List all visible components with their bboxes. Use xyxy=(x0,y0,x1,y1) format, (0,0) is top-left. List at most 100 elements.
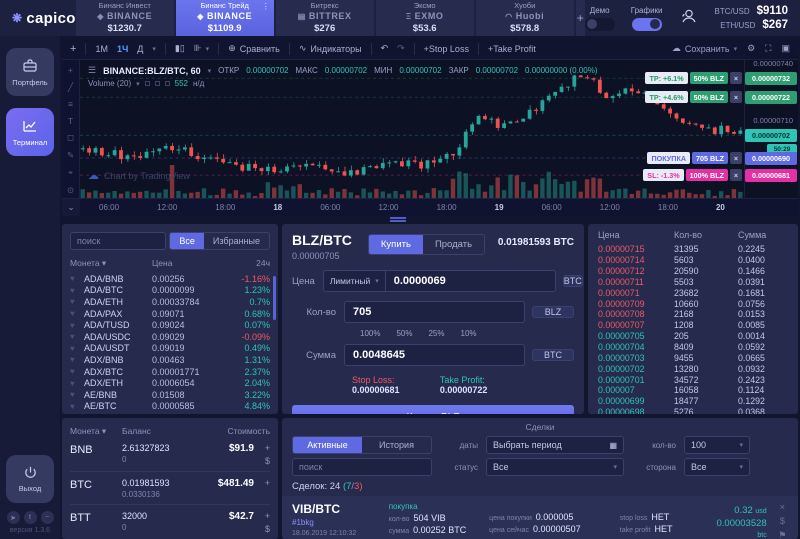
chart-menu-icon[interactable]: ☰ xyxy=(88,65,97,75)
date-range-select[interactable]: Выбрать период ▦ xyxy=(486,436,624,454)
add-stop-loss-button[interactable]: +Stop Loss xyxy=(423,43,469,54)
indicators-button[interactable]: ∿ Индикаторы xyxy=(298,43,362,54)
orderbook-row[interactable]: 0.00000707 1208 0.0085 xyxy=(598,320,788,331)
redo-icon[interactable]: ↷ xyxy=(397,43,405,53)
add-exchange-button[interactable]: + xyxy=(575,0,585,36)
close-icon[interactable]: × xyxy=(730,152,742,164)
favorite-heart-icon[interactable]: ♥ xyxy=(70,378,75,388)
chart-settings-icon[interactable]: ⚙ xyxy=(747,43,756,53)
coin-list-item[interactable]: ♥ AE/BTC 0.0000585 4.84% xyxy=(70,401,270,413)
orderbook-row[interactable]: 0.000007 16058 0.1124 xyxy=(598,385,788,396)
close-deal-icon[interactable]: × xyxy=(779,502,785,512)
sl-qty[interactable]: 100% BLZ xyxy=(685,169,728,181)
collapse-toolbar-button[interactable]: ⌄ xyxy=(62,198,80,216)
fullscreen-icon[interactable]: ⛶ xyxy=(765,43,772,53)
sl-label[interactable]: SL: -1.3% xyxy=(643,169,684,181)
percent-10-button[interactable]: 10% xyxy=(460,329,477,339)
coin-search-input[interactable] xyxy=(70,232,166,250)
buy-tab[interactable]: Купить xyxy=(368,235,423,254)
tp2-label[interactable]: TP: +4.6% xyxy=(645,91,688,103)
submit-buy-button[interactable]: Купить BLZ xyxy=(292,405,574,414)
demo-toggle[interactable] xyxy=(584,17,615,31)
orderbook-row[interactable]: 0.00000714 5603 0.0400 xyxy=(598,255,788,266)
orderbook-row[interactable]: 0.00000699 18477 0.1292 xyxy=(598,396,788,407)
draw-tool-icon[interactable]: ≡ xyxy=(68,99,73,109)
bal-header-coin[interactable]: Монета ▾ xyxy=(70,426,107,436)
percent-25-button[interactable]: 25% xyxy=(428,329,445,339)
exchange-tab[interactable]: Бинанс Инвест ◈ BINANCE $1230.7 xyxy=(75,0,174,36)
side-filter-select[interactable]: Все ▾ xyxy=(684,458,750,476)
deposit-plus-icon[interactable]: + xyxy=(264,478,270,488)
favorite-heart-icon[interactable]: ♥ xyxy=(70,390,75,400)
orderbook-row[interactable]: 0.00000705 205 0.0014 xyxy=(598,331,788,342)
orderbook-row[interactable]: 0.00000708 2168 0.0153 xyxy=(598,309,788,320)
medium-icon[interactable]: − xyxy=(40,511,54,524)
support-icon[interactable] xyxy=(679,6,699,31)
sidebar-item-portfolio[interactable]: Портфель xyxy=(6,48,54,96)
draw-tool-icon[interactable]: ╱ xyxy=(67,81,74,92)
buy-order-qty[interactable]: 705 BLZ xyxy=(692,152,728,164)
coins-tab-all[interactable]: Все xyxy=(170,233,204,249)
telegram-icon[interactable]: ➤ xyxy=(6,511,20,524)
buy-order-label[interactable]: ПОКУПКА xyxy=(647,152,691,164)
favorite-heart-icon[interactable]: ♥ xyxy=(70,297,75,307)
tp2-qty[interactable]: 50% BLZ xyxy=(689,91,728,103)
volume-label[interactable]: Volume (20) xyxy=(88,79,132,88)
exchange-tab[interactable]: ⋮ Бинанс Трейд ◈ BINANCE $1109.9 xyxy=(175,0,274,36)
orderbook-row[interactable]: 0.00000715 31395 0.2245 xyxy=(598,244,788,255)
coin-list-item[interactable]: ♥ ADA/PAX 0.09071 0.68% xyxy=(70,308,270,320)
chart-symbol[interactable]: BINANCE:BLZ/BTC, 60 xyxy=(103,65,201,76)
draw-tool-icon[interactable]: ⊙ xyxy=(66,184,75,195)
draw-tool-icon[interactable]: ◻ xyxy=(66,132,75,142)
orderbook-row[interactable]: 0.00000698 5276 0.0368 xyxy=(598,407,788,414)
coin-list-item[interactable]: ♥ AE/BNB 0.01508 3.22% xyxy=(70,389,270,401)
deals-search-input[interactable] xyxy=(292,458,432,476)
coins-header-price[interactable]: Цена xyxy=(152,258,173,268)
dollar-icon[interactable]: $ xyxy=(264,456,270,466)
coin-list-item[interactable]: ♥ ADA/USDT 0.09019 0.49% xyxy=(70,343,270,355)
logout-button[interactable]: Выход xyxy=(6,455,54,503)
exchange-tab[interactable]: Битрекс ▤ BITTREX $276 xyxy=(275,0,374,36)
indicator-source-icon[interactable] xyxy=(154,81,160,86)
coin-list-item[interactable]: ♥ ADA/BNB 0.00256 -1.16% xyxy=(70,273,270,285)
coin-list-item[interactable]: ♥ ADA/USDC 0.09029 -0.09% xyxy=(70,331,270,343)
favorite-heart-icon[interactable]: ♥ xyxy=(70,309,75,319)
deposit-plus-icon[interactable]: + xyxy=(264,511,270,521)
deal-row[interactable]: VIB/BTC #1bkg 18.06.2019 12:10:32 покупк… xyxy=(282,496,798,539)
favorite-heart-icon[interactable]: ♥ xyxy=(70,367,75,377)
order-type-select[interactable]: Лимитный ▾ xyxy=(322,270,385,293)
interval-1d[interactable]: Д xyxy=(137,43,144,54)
scrollbar-thumb[interactable] xyxy=(273,276,276,320)
snapshot-camera-icon[interactable]: ▣ xyxy=(781,43,790,53)
deals-tab-active[interactable]: Активные xyxy=(293,437,362,453)
coins-header-pair[interactable]: Монета ▾ xyxy=(70,258,107,268)
candle-style-icon[interactable]: ⊪ ▾ xyxy=(193,43,210,53)
qty-filter-select[interactable]: 100 ▾ xyxy=(684,436,750,454)
coin-list-item[interactable]: ♥ ADA/TUSD 0.09024 0.07% xyxy=(70,319,270,331)
favorite-heart-icon[interactable]: ♥ xyxy=(70,413,84,414)
twitter-icon[interactable]: t xyxy=(23,511,37,524)
coin-list-item[interactable]: ♥ AE/ETH 0.00109 1.43% xyxy=(70,412,270,414)
coin-list-item[interactable]: ♥ ADA/BTC 0.0000099 1.23% xyxy=(70,285,270,297)
tp1-qty[interactable]: 50% BLZ xyxy=(689,72,728,84)
draw-tool-icon[interactable]: ✎ xyxy=(66,149,75,160)
coin-list-item[interactable]: ♥ ADX/BTC 0.00001771 2.37% xyxy=(70,366,270,378)
favorite-heart-icon[interactable]: ♥ xyxy=(70,320,75,330)
coin-list-item[interactable]: ♥ ADA/ETH 0.00033784 0.7% xyxy=(70,296,270,308)
close-icon[interactable]: × xyxy=(730,169,742,181)
favorite-heart-icon[interactable]: ♥ xyxy=(70,343,75,353)
draw-tool-icon[interactable]: ⌖ xyxy=(68,167,73,177)
orderbook-row[interactable]: 0.00000712 20590 0.1466 xyxy=(598,266,788,277)
favorite-heart-icon[interactable]: ♥ xyxy=(70,355,75,365)
status-filter-select[interactable]: Все ▾ xyxy=(486,458,624,476)
percent-50-button[interactable]: 50% xyxy=(396,329,413,339)
bar-style-icon[interactable]: ▮▯ xyxy=(174,43,185,53)
close-icon[interactable]: × xyxy=(730,72,742,84)
deals-tab-history[interactable]: История xyxy=(379,440,414,450)
orderbook-row[interactable]: 0.00000701 34572 0.2423 xyxy=(598,374,788,385)
charts-toggle[interactable] xyxy=(631,17,662,31)
dollar-icon[interactable]: $ xyxy=(264,524,270,534)
price-input[interactable] xyxy=(384,270,556,293)
orderbook-row[interactable]: 0.00000703 9455 0.0665 xyxy=(598,352,788,363)
kebab-menu-icon[interactable]: ⋮ xyxy=(261,2,270,11)
